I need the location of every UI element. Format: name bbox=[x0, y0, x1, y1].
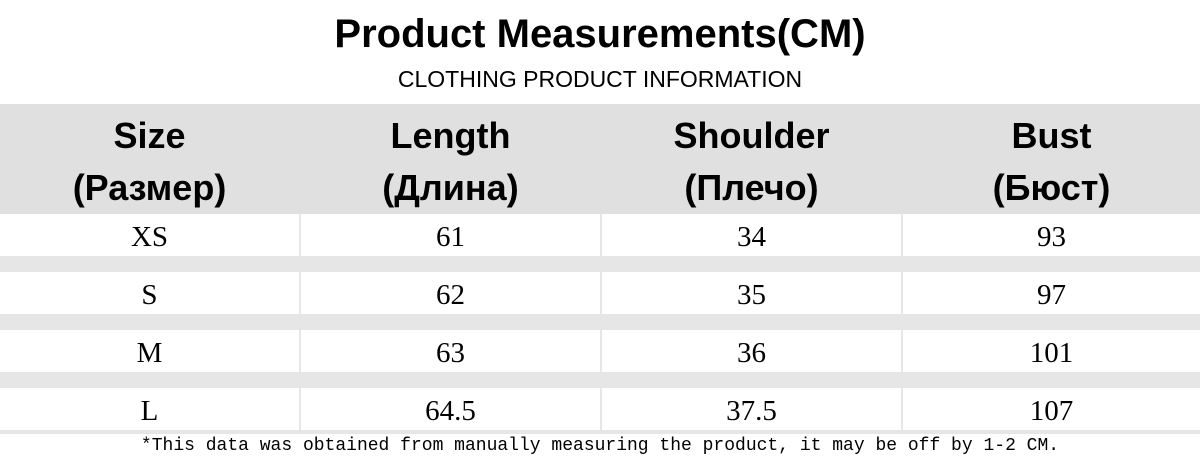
table-cell: 101 bbox=[903, 330, 1200, 372]
header-line: (Размер) bbox=[72, 167, 227, 208]
table-cell: 62 bbox=[301, 272, 600, 314]
column-header: Bust (Бюст) bbox=[903, 110, 1200, 214]
column-header: Size (Размер) bbox=[0, 110, 299, 214]
table-cell: 97 bbox=[903, 272, 1200, 314]
header-band bbox=[0, 104, 1200, 214]
footnote: *This data was obtained from manually me… bbox=[140, 436, 1060, 456]
table-cell: 34 bbox=[602, 214, 901, 256]
header-line: Size bbox=[113, 115, 186, 156]
table-cell: XS bbox=[0, 214, 299, 256]
table-cell: 61 bbox=[301, 214, 600, 256]
header-line: Bust bbox=[1011, 115, 1092, 156]
header-line: Length bbox=[390, 115, 511, 156]
column-header: Shoulder (Плечо) bbox=[602, 110, 901, 214]
column-header: Length (Длина) bbox=[301, 110, 600, 214]
table-cell: 37.5 bbox=[602, 388, 901, 430]
subtitle: CLOTHING PRODUCT INFORMATION bbox=[397, 66, 803, 92]
table-cell: 93 bbox=[903, 214, 1200, 256]
table-cell: M bbox=[0, 330, 299, 372]
header-line: (Бюст) bbox=[992, 167, 1111, 208]
table-cell: L bbox=[0, 388, 299, 430]
table-cell: 36 bbox=[602, 330, 901, 372]
header-line: Shoulder bbox=[673, 115, 830, 156]
table-cell: 107 bbox=[903, 388, 1200, 430]
header-line: (Плечо) bbox=[684, 167, 819, 208]
header-line: (Длина) bbox=[382, 167, 519, 208]
table-cell: 64.5 bbox=[301, 388, 600, 430]
table-cell: 63 bbox=[301, 330, 600, 372]
table-cell: S bbox=[0, 272, 299, 314]
title: Product Measurements(CM) bbox=[334, 12, 866, 56]
table-cell: 35 bbox=[602, 272, 901, 314]
